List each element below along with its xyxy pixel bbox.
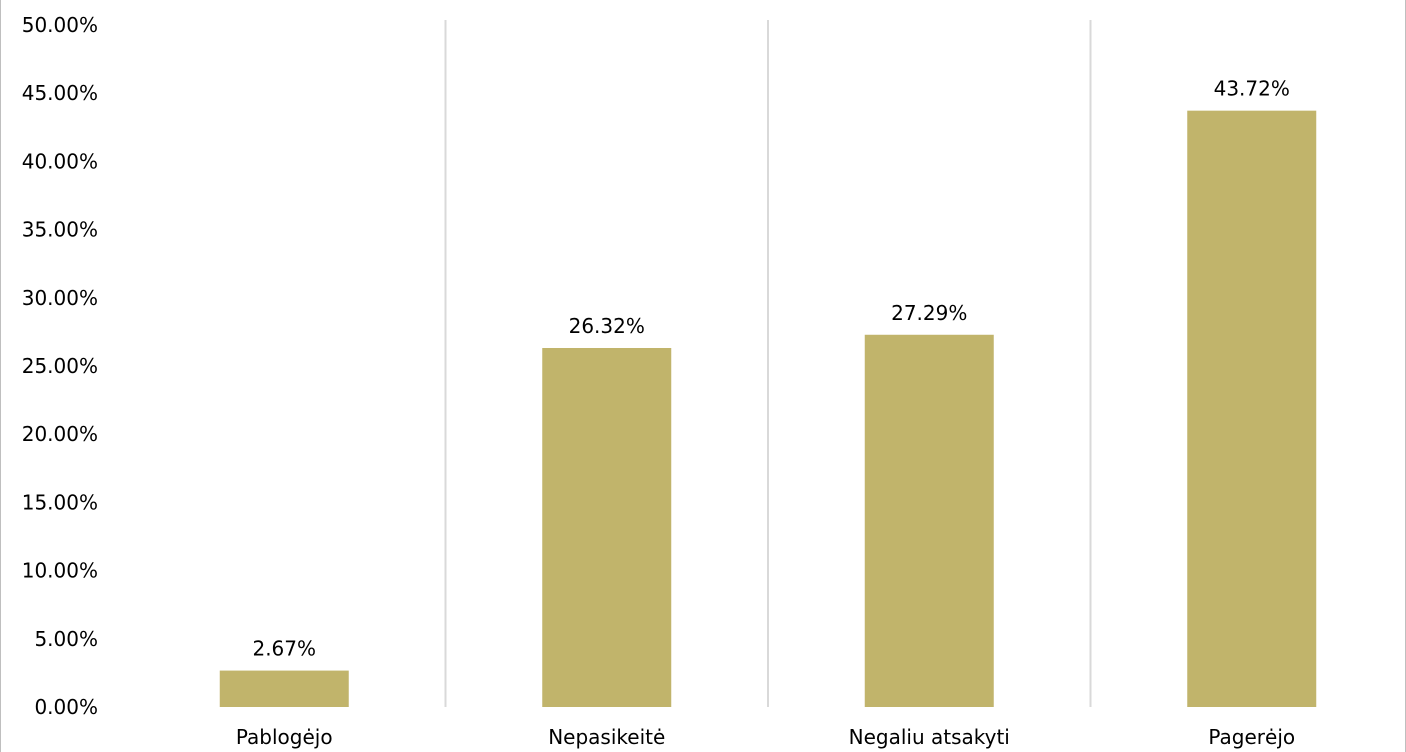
x-axis-category-label: Negaliu atsakyti <box>849 725 1010 749</box>
bar <box>542 347 672 707</box>
y-axis-tick-label: 45.00% <box>22 81 98 105</box>
x-axis-category-label: Pagerėjo <box>1208 725 1295 749</box>
bar <box>864 334 994 707</box>
data-label: 43.72% <box>1214 77 1290 101</box>
y-axis-tick-label: 25.00% <box>22 354 98 378</box>
y-axis-tick-label: 20.00% <box>22 422 98 446</box>
data-label: 2.67% <box>252 637 316 661</box>
y-axis-tick-label: 15.00% <box>22 490 98 514</box>
data-label: 27.29% <box>891 301 967 325</box>
y-axis-tick-label: 5.00% <box>34 627 98 651</box>
x-axis-category-label: Pablogėjo <box>236 725 333 749</box>
y-axis-tick-label: 10.00% <box>22 559 98 583</box>
y-axis-tick-label: 0.00% <box>34 695 98 719</box>
data-label: 26.32% <box>569 314 645 338</box>
x-axis-category-label: Nepasikeitė <box>548 725 665 749</box>
bar <box>219 670 349 707</box>
bar <box>1187 110 1317 708</box>
y-axis-tick-label: 50.00% <box>22 13 98 37</box>
y-axis-tick-label: 40.00% <box>22 149 98 173</box>
y-axis-tick-label: 30.00% <box>22 286 98 310</box>
y-axis-tick-label: 35.00% <box>22 218 98 242</box>
